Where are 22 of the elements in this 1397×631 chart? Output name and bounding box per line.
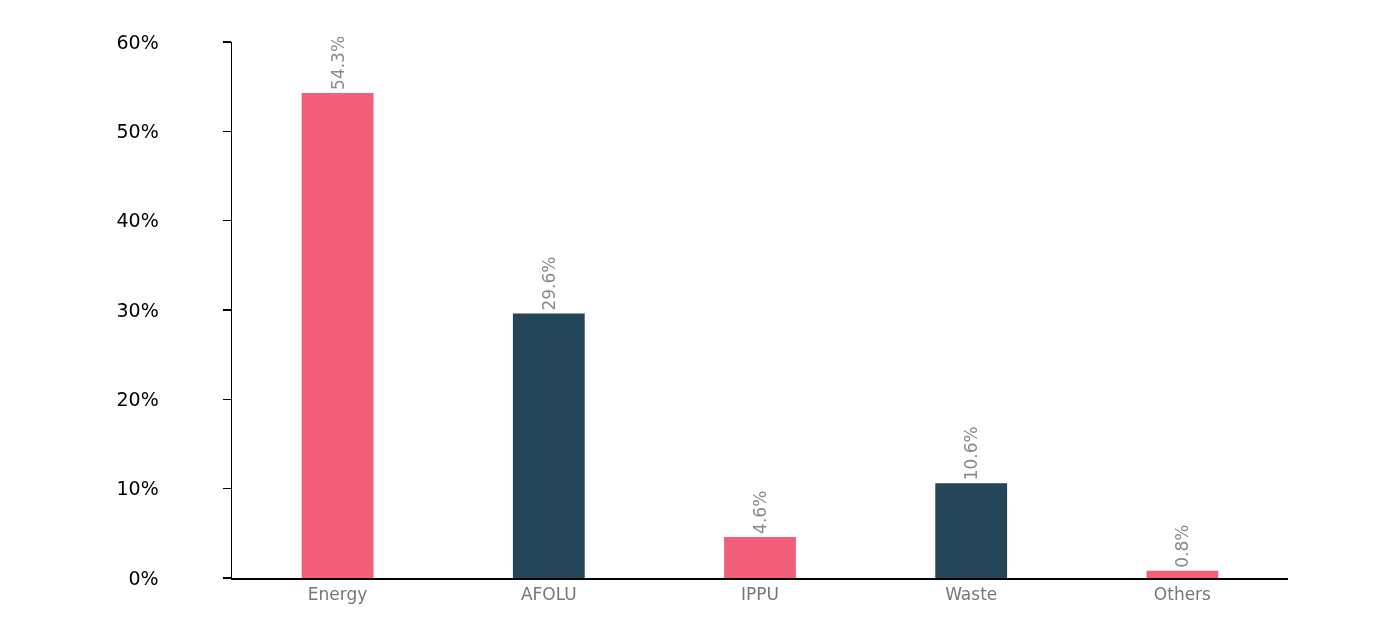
x-tick-label: Others <box>1153 583 1212 604</box>
bar <box>512 313 585 578</box>
bar <box>1146 570 1219 578</box>
data-label: 4.6% <box>750 490 770 534</box>
x-tick-label: IPPU <box>741 583 779 604</box>
x-tick-label: Waste <box>945 583 998 604</box>
y-tick-label: 60% <box>116 30 159 53</box>
bar <box>301 92 374 578</box>
data-label: 29.6% <box>538 256 559 311</box>
data-label: 54.3% <box>327 35 348 90</box>
y-tick-label: 0% <box>128 566 159 589</box>
x-tick-label: AFOLU <box>520 583 577 604</box>
data-label: 0.8% <box>1172 524 1193 568</box>
data-label: 10.6% <box>961 426 982 481</box>
y-tick-label: 30% <box>116 298 159 321</box>
y-tick-label: 10% <box>116 477 159 500</box>
bar <box>724 536 796 578</box>
y-tick-label: 50% <box>116 119 159 142</box>
y-tick-label: 40% <box>116 209 159 232</box>
y-tick-label: 20% <box>116 387 159 410</box>
x-tick-label: Energy <box>307 583 368 604</box>
bar <box>935 483 1008 578</box>
